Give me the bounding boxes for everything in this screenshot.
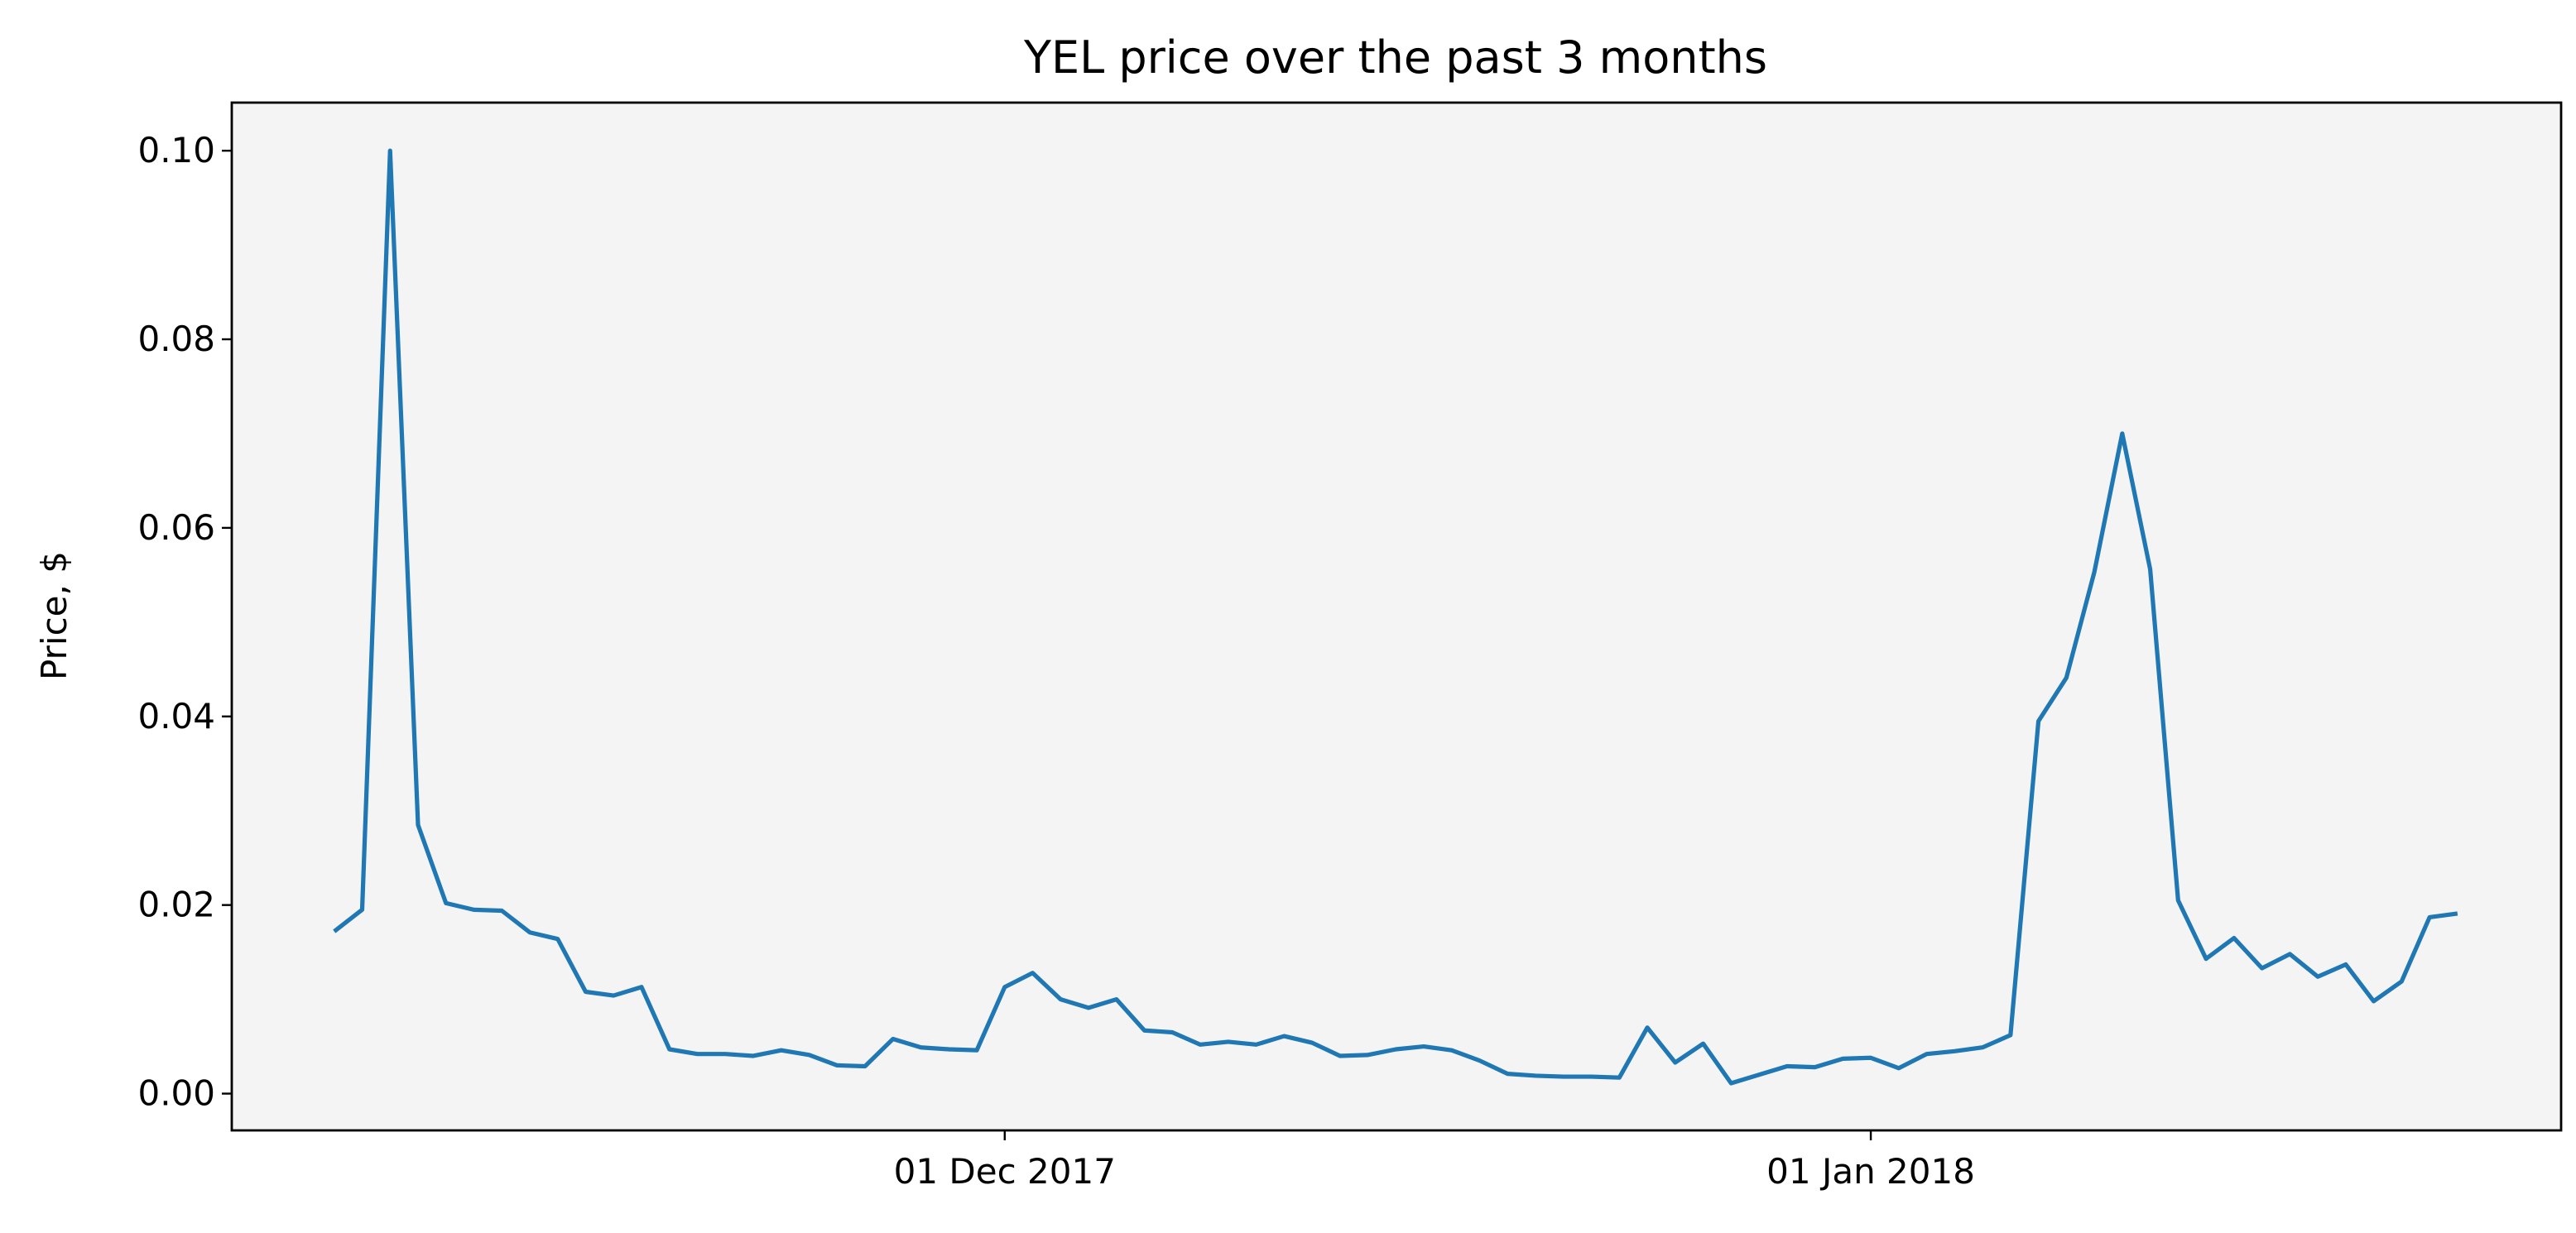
x-tick-label: 01 Dec 2017: [894, 1151, 1116, 1192]
y-tick-label: 0.06: [137, 507, 215, 548]
price-line: [333, 148, 2458, 1086]
y-tick-label: 0.02: [137, 885, 215, 925]
y-tick-label: 0.04: [137, 696, 215, 736]
y-axis-label: Price, $: [34, 551, 74, 680]
chart-title: YEL price over the past 3 months: [1023, 31, 1767, 84]
y-tick-label: 0.08: [137, 319, 215, 359]
y-tick-label: 0.00: [137, 1073, 215, 1114]
x-tick-label: 01 Jan 2018: [1766, 1151, 1975, 1192]
plot-background: [232, 103, 2561, 1130]
y-tick-label: 0.10: [137, 130, 215, 170]
plot-frame: [230, 101, 2563, 1132]
